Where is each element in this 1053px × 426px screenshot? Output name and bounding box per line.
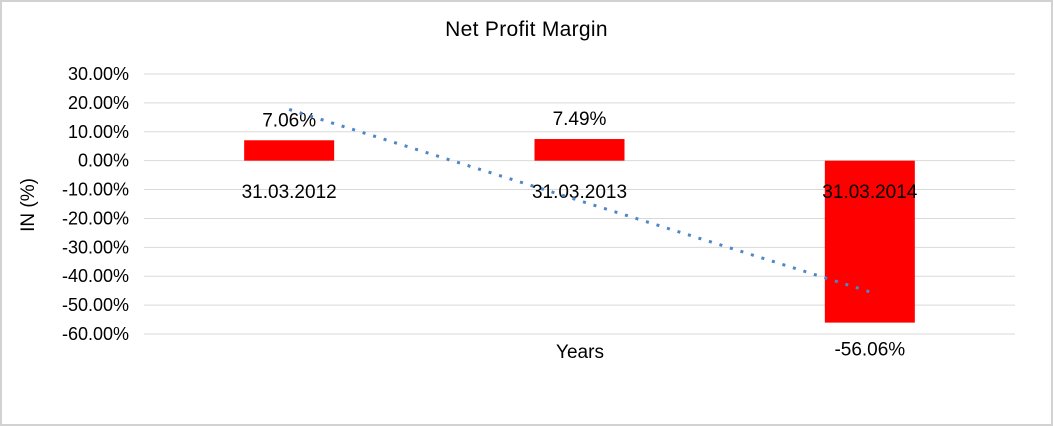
y-tick-label: 10.00% — [68, 122, 129, 142]
bar — [824, 160, 915, 323]
y-tick-label: -60.00% — [62, 324, 129, 344]
y-tick-label: -50.00% — [62, 295, 129, 315]
y-axis-title: IN (%) — [18, 178, 39, 232]
data-label: -56.06% — [834, 340, 905, 361]
x-axis-title: Years — [556, 342, 604, 363]
y-tick-label: -30.00% — [62, 237, 129, 257]
bar — [244, 140, 335, 161]
y-tick-label: 30.00% — [68, 64, 129, 84]
y-tick-label: -20.00% — [62, 208, 129, 228]
data-label: 7.49% — [553, 109, 607, 130]
data-label: 7.06% — [262, 110, 316, 131]
category-label: 31.03.2013 — [532, 182, 627, 203]
y-tick-label: 0.00% — [78, 151, 129, 171]
category-label: 31.03.2014 — [822, 182, 918, 203]
y-tick-label: 20.00% — [68, 93, 129, 113]
trendline — [288, 108, 871, 294]
bar — [534, 139, 625, 161]
y-tick-label: -40.00% — [62, 266, 129, 286]
y-tick-label: -10.00% — [62, 180, 129, 200]
category-label: 31.03.2012 — [242, 182, 337, 203]
chart-title: Net Profit Margin — [445, 18, 608, 41]
